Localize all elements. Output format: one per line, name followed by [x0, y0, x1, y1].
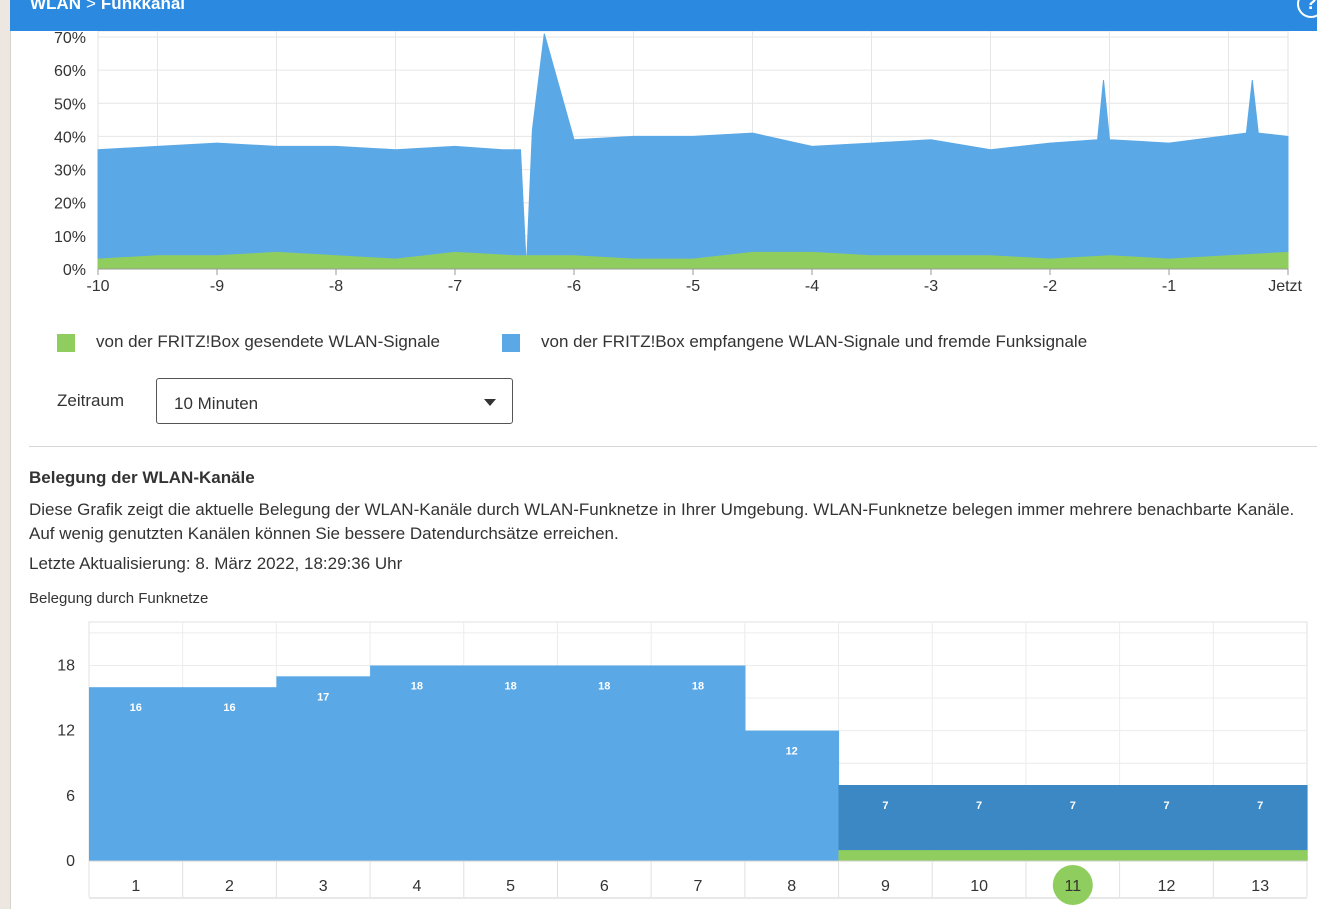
channel-bar — [182, 687, 277, 861]
breadcrumb-current: Funkkanal — [100, 0, 186, 13]
y-tick-label: 50% — [54, 96, 86, 113]
chevron-down-icon — [484, 399, 496, 406]
x-tick-label: 9 — [881, 878, 890, 895]
legend-label-sent: von der FRITZ!Box gesendete WLAN-Signale — [96, 332, 440, 351]
bar-value-label: 7 — [1257, 800, 1263, 812]
bar-value-label: 18 — [598, 681, 610, 693]
bar-value-label: 18 — [504, 681, 516, 693]
x-tick-label: -1 — [1162, 278, 1176, 295]
divider — [29, 446, 1317, 447]
x-tick-label: 3 — [319, 878, 328, 895]
x-tick-label: 12 — [1158, 878, 1176, 895]
section-title: Belegung der WLAN-Kanäle — [29, 468, 255, 487]
bar-value-label: 18 — [692, 681, 704, 693]
x-tick-label: 5 — [506, 878, 515, 895]
y-tick-label: 10% — [54, 229, 86, 246]
bar-value-label: 12 — [786, 746, 798, 758]
x-tick-label: -8 — [329, 278, 343, 295]
received-signals-area — [97, 33, 1289, 270]
x-tick-label: 8 — [787, 878, 796, 895]
channel-bar — [557, 665, 652, 861]
legend-swatch-sent — [57, 334, 75, 352]
x-tick-label: 10 — [970, 878, 988, 895]
period-label: Zeitraum — [57, 391, 125, 410]
channel-bar — [1213, 785, 1308, 861]
x-tick-label: 7 — [694, 878, 703, 895]
y-tick-label: 70% — [54, 31, 86, 47]
channel-bar — [1025, 785, 1121, 861]
x-tick-label: -5 — [686, 278, 700, 295]
own-network-bar — [1119, 850, 1214, 861]
y-tick-label: 30% — [54, 163, 86, 180]
channel-bar — [463, 665, 559, 861]
section-description: Diese Grafik zeigt die aktuelle Belegung… — [29, 500, 1295, 543]
channel-bar — [744, 730, 840, 861]
bar-value-label: 7 — [1070, 800, 1076, 812]
bar-value-label: 7 — [976, 800, 982, 812]
own-network-bar — [1025, 850, 1121, 861]
y-tick-label: 0 — [66, 853, 75, 870]
x-tick-label: 13 — [1251, 878, 1269, 895]
breadcrumb: WLAN > Funkkanal — [30, 0, 185, 14]
breadcrumb-root[interactable]: WLAN — [30, 0, 81, 13]
own-network-bar — [838, 850, 933, 861]
legend-label-received: von der FRITZ!Box empfangene WLAN-Signal… — [541, 332, 1088, 351]
channel-bar — [932, 785, 1027, 861]
y-tick-label: 60% — [54, 63, 86, 80]
x-tick-label: -3 — [924, 278, 938, 295]
y-tick-label: 6 — [66, 788, 75, 805]
channel-chart-title: Belegung durch Funknetze — [29, 590, 209, 607]
breadcrumb-separator: > — [85, 0, 96, 13]
y-tick-label: 40% — [54, 129, 86, 146]
legend-swatch-received — [502, 334, 520, 352]
x-tick-label: Jetzt — [1268, 278, 1302, 295]
channel-bar — [370, 665, 465, 861]
x-tick-label: 11 — [1064, 878, 1081, 895]
y-tick-label: 0% — [63, 262, 86, 279]
own-network-bar — [1213, 850, 1308, 861]
question-mark-icon[interactable]: ? — [1297, 0, 1317, 18]
x-tick-label: 4 — [412, 878, 421, 895]
left-rail — [0, 0, 11, 909]
sent-signals-area — [97, 251, 1289, 270]
page-header: WLAN > Funkkanal ? — [10, 0, 1317, 31]
period-select-value: 10 Minuten — [174, 394, 259, 413]
channel-bar — [89, 687, 184, 861]
bar-value-label: 16 — [223, 702, 235, 714]
bar-value-label: 7 — [1163, 800, 1169, 812]
bar-value-label: 7 — [882, 800, 888, 812]
x-tick-label: -2 — [1043, 278, 1057, 295]
x-tick-label: -10 — [86, 278, 109, 295]
bar-value-label: 18 — [411, 681, 423, 693]
x-tick-label: -7 — [448, 278, 462, 295]
last-update-text: Letzte Aktualisierung: 8. März 2022, 18:… — [29, 554, 403, 573]
channel-bar — [838, 785, 933, 861]
radio-utilization-chart: 0% 10% 20% 30% 40% 50% 60% 70% -10 -9 -8 -7 -6 -5 -4 -3… — [54, 31, 1303, 295]
channel-bar — [651, 665, 746, 861]
bar-value-label: 17 — [317, 691, 329, 703]
own-network-bar — [932, 850, 1027, 861]
channel-bar — [1119, 785, 1214, 861]
y-tick-label: 18 — [57, 657, 75, 674]
y-tick-label: 20% — [54, 196, 86, 213]
current-channel-highlight — [1052, 865, 1093, 905]
x-tick-label: 6 — [600, 878, 609, 895]
channel-bar — [276, 676, 371, 861]
bar-value-label: 16 — [130, 702, 142, 714]
x-tick-label: -9 — [210, 278, 224, 295]
x-tick-label: -4 — [805, 278, 819, 295]
x-tick-label: -6 — [567, 278, 581, 295]
x-tick-label: 2 — [225, 878, 234, 895]
period-select[interactable]: 10 Minuten — [156, 378, 513, 424]
y-tick-label: 12 — [57, 723, 75, 740]
x-tick-label: 1 — [131, 878, 140, 895]
